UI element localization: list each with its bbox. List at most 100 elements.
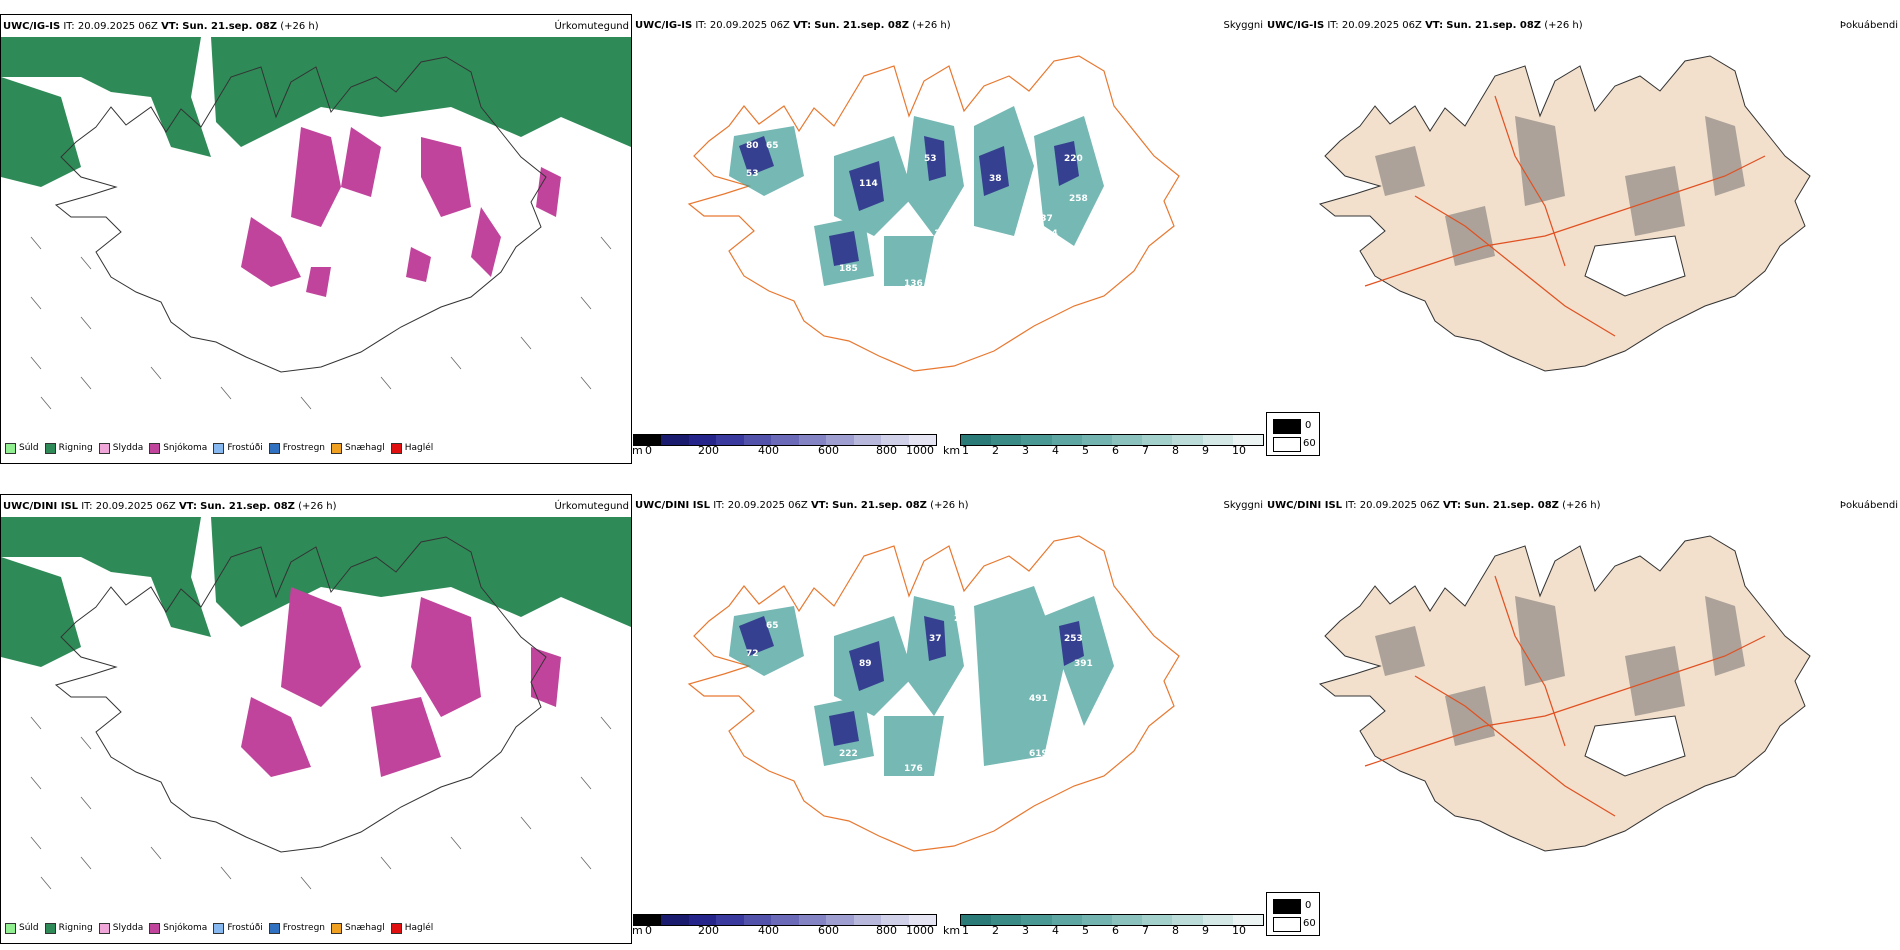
visibility-tick-label: 6 [1112, 924, 1119, 937]
precip-map [1, 37, 631, 410]
cloudbase-tick-label: 200 [698, 924, 719, 937]
legend-item-freezing-rain: Frostregn [268, 442, 325, 454]
cloud-map: 65 72 89 37 208 253 391 491 222 176 619 [688, 535, 1180, 852]
cloudbase-tick-label: 1000 [906, 444, 934, 457]
cloudbase-unit-label: m [632, 924, 643, 937]
cloud-label: 601 [1029, 254, 1048, 264]
visibility-colorbar-2 [960, 914, 1264, 926]
panel-header: UWC/IG-IS IT: 20.09.2025 06Z VT: Sun. 21… [3, 21, 629, 32]
cloud-label: 89 [859, 659, 872, 669]
panel-header: UWC/DINI ISL IT: 20.09.2025 06Z VT: Sun.… [1267, 500, 1898, 511]
legend-item-drizzle: Súld [5, 922, 39, 934]
cloud-label: 136 [904, 279, 923, 289]
legend-item-sleet: Slydda [98, 922, 143, 934]
cloudbase-tick-label: 800 [876, 444, 897, 457]
snow-area [241, 127, 561, 297]
visibility-tick-label: 6 [1112, 444, 1119, 457]
visibility-tick-label: 3 [1022, 444, 1029, 457]
cloud-label: 133 [934, 229, 953, 239]
cloudbase-tick-label: 400 [758, 924, 779, 937]
cloud-label: 208 [954, 614, 973, 624]
precip-type-panel-2: UWC/DINI ISL IT: 20.09.2025 06Z VT: Sun.… [0, 494, 632, 944]
visibility-tick-label: 3 [1022, 924, 1029, 937]
iceland-land [1319, 55, 1811, 372]
panel-header: UWC/IG-IS IT: 20.09.2025 06Z VT: Sun. 21… [635, 20, 1263, 31]
cloud-label: 38 [989, 174, 1002, 184]
visibility-tick-label: 8 [1172, 444, 1179, 457]
fog-panel-1: UWC/IG-IS IT: 20.09.2025 06Z VT: Sun. 21… [1265, 14, 1900, 464]
visibility-tick-label: 7 [1142, 924, 1149, 937]
visibility-tick-label: 10 [1232, 924, 1246, 937]
road-network [1364, 95, 1766, 337]
wind-barbs [30, 236, 612, 410]
cloudbase-tick-label: 0 [645, 444, 652, 457]
fog-scale-legend-2: 0 60 [1266, 892, 1320, 936]
cloud-label: 53 [746, 169, 759, 179]
cloud-label: 65 [766, 621, 779, 631]
legend-item-rain: Rigning [44, 922, 93, 934]
visibility-tick-label: 10 [1232, 444, 1246, 457]
cloud-label: 491 [1029, 694, 1048, 704]
visibility-tick-label: 4 [1052, 444, 1059, 457]
wind-barbs [30, 716, 612, 890]
visibility-tick-label: 5 [1082, 444, 1089, 457]
panel-title: Skyggni [1223, 500, 1263, 511]
cloud-label: 77 [829, 299, 842, 309]
panel-title: Skyggni [1223, 20, 1263, 31]
visibility-tick-label: 1 [962, 444, 969, 457]
panel-title: Þokuábendi [1839, 500, 1898, 511]
iceland-land [1319, 535, 1811, 852]
precip-legend: Súld Rigning Slydda Snjókoma Frostúði Fr… [5, 917, 433, 939]
road-network [1364, 575, 1766, 817]
rain-area [1, 517, 631, 667]
cloudbase-tick-label: 600 [818, 924, 839, 937]
cloudbase-tick-label: 400 [758, 444, 779, 457]
cloudbase-tick-label: 1000 [906, 924, 934, 937]
legend-item-sleet: Slydda [98, 442, 143, 454]
visibility-colorbar-1 [960, 434, 1264, 446]
cloudbase-tick-label: 0 [645, 924, 652, 937]
legend-item-freezing-drizzle: Frostúði [213, 442, 263, 454]
panel-title: Úrkomutegund [554, 501, 629, 512]
visibility-area [729, 586, 1114, 776]
cloud-visibility-panel-2: UWC/DINI ISL IT: 20.09.2025 06Z VT: Sun.… [633, 494, 1265, 944]
cloudbase-tick-label: 200 [698, 444, 719, 457]
glacier-area [1584, 715, 1686, 777]
fog-scale-legend-1: 0 60 [1266, 412, 1320, 456]
panel-title: Þokuábendi [1839, 20, 1898, 31]
cloud-visibility-panel-1: UWC/IG-IS IT: 20.09.2025 06Z VT: Sun. 21… [633, 14, 1265, 464]
fog-map [1319, 535, 1811, 852]
cloud-label: 619 [1029, 749, 1048, 759]
visibility-tick-label: 5 [1082, 924, 1089, 937]
cloud-label: 185 [839, 264, 858, 274]
legend-item-snow-pellets: Snæhagl [331, 442, 385, 454]
cloud-label: 65 [766, 141, 779, 151]
cloudbase-tick-label: 800 [876, 924, 897, 937]
legend-item-snow-pellets: Snæhagl [331, 922, 385, 934]
cloud-label: 37 [929, 634, 942, 644]
visibility-area [729, 106, 1104, 286]
visibility-tick-label: 1 [962, 924, 969, 937]
legend-item-drizzle: Súld [5, 442, 39, 454]
precip-map [1, 517, 631, 890]
cloudbase-labels: 65 72 89 37 208 253 391 491 222 176 619 [746, 614, 1093, 774]
fog-map [1319, 55, 1811, 372]
legend-item-hail: Haglél [390, 922, 433, 934]
cloud-label: 222 [839, 749, 858, 759]
legend-item-snow: Snjókoma [149, 442, 207, 454]
cloud-label: 258 [1069, 194, 1088, 204]
cloud-label: 337 [1034, 214, 1053, 224]
visibility-tick-label: 7 [1142, 444, 1149, 457]
panel-header: UWC/DINI ISL IT: 20.09.2025 06Z VT: Sun.… [635, 500, 1263, 511]
rain-area [1, 37, 631, 187]
cloud-label: 924 [1039, 229, 1058, 239]
legend-item-hail: Haglél [390, 442, 433, 454]
cloud-label: 53 [924, 154, 937, 164]
cloud-label: 80 [746, 141, 759, 151]
cloud-label: 220 [1064, 154, 1083, 164]
cloud-label: 391 [1074, 659, 1093, 669]
cloud-label: 253 [1064, 634, 1083, 644]
visibility-tick-label: 9 [1202, 444, 1209, 457]
panel-title: Úrkomutegund [554, 21, 629, 32]
legend-item-snow: Snjókoma [149, 922, 207, 934]
